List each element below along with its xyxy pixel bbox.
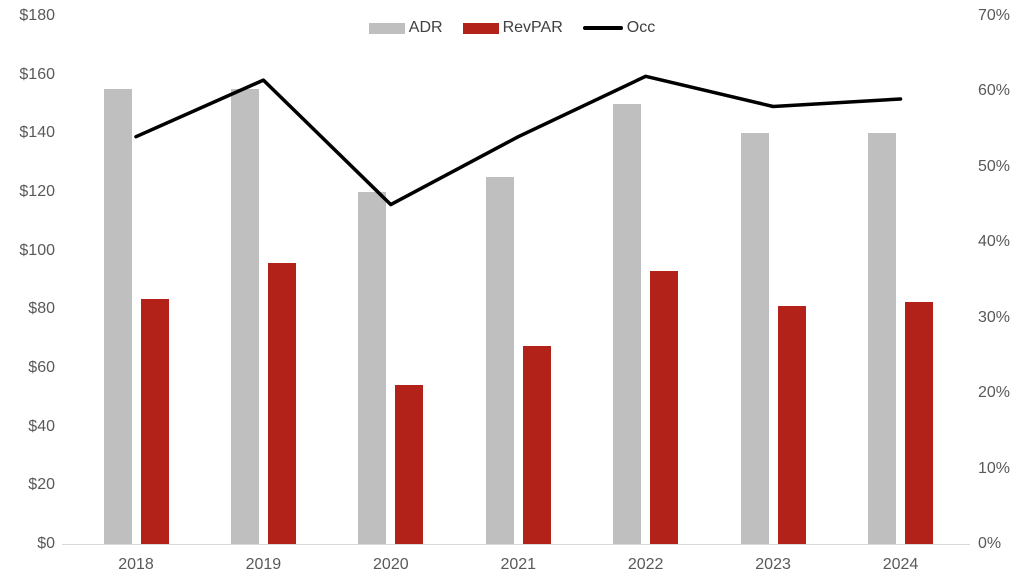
adr-bar[interactable] — [358, 191, 387, 544]
tick-label: $120 — [19, 183, 55, 200]
adr-bar-swatch-icon — [368, 22, 405, 34]
tick-label: 30% — [978, 308, 1011, 326]
category-label-2024: 2024 — [882, 556, 919, 573]
category-label-2020: 2020 — [373, 556, 409, 573]
legend-item-revpar[interactable]: RevPAR — [462, 19, 563, 36]
revpar-bar[interactable] — [140, 298, 169, 544]
legend-label-adr: ADR — [408, 19, 443, 36]
adr-bar[interactable] — [613, 103, 642, 544]
tick-label: 0% — [978, 535, 1002, 552]
category-label-2022: 2022 — [627, 556, 664, 573]
tick-label: 40% — [978, 233, 1011, 251]
adr-bar[interactable] — [740, 132, 769, 544]
tick-label: 60% — [978, 82, 1011, 100]
category-label-2018: 2018 — [118, 556, 154, 573]
legend-item-occ[interactable]: Occ — [582, 19, 656, 36]
tick-label: $80 — [28, 300, 55, 318]
category-label-2019: 2019 — [245, 556, 282, 573]
legend-label-occ: Occ — [626, 19, 656, 36]
revpar-bar[interactable] — [905, 301, 933, 544]
tick-label: 10% — [978, 459, 1011, 477]
tick-label: $140 — [19, 124, 55, 142]
tick-label: $60 — [28, 359, 55, 376]
tick-label: 50% — [978, 157, 1011, 175]
tick-label: $0 — [37, 535, 55, 552]
tick-label: $100 — [19, 241, 55, 259]
revpar-bar[interactable] — [395, 385, 424, 544]
legend-item-adr[interactable]: ADR — [368, 19, 443, 36]
adr-bar[interactable] — [230, 88, 259, 544]
chart-legend: ADR RevPAR Occ — [0, 16, 1024, 40]
occ-line-swatch-icon — [582, 26, 623, 30]
revpar-bar[interactable] — [267, 263, 296, 544]
tick-label: 70% — [978, 7, 1011, 24]
tick-label: $160 — [19, 65, 55, 83]
adr-bar[interactable] — [103, 88, 132, 544]
adr-bar[interactable] — [868, 132, 896, 544]
revpar-bar[interactable] — [777, 305, 806, 544]
tick-label: $40 — [28, 417, 55, 435]
adr-bar[interactable] — [485, 176, 514, 544]
category-label-2021: 2021 — [500, 556, 537, 573]
x-axis-line — [62, 543, 970, 545]
category-label-2023: 2023 — [755, 556, 791, 573]
tick-label: $180 — [19, 7, 55, 24]
revpar-bar[interactable] — [522, 345, 551, 544]
tick-label: $20 — [28, 476, 55, 494]
legend-label-revpar: RevPAR — [502, 19, 563, 36]
revpar-bar-swatch-icon — [462, 22, 499, 34]
revpar-bar[interactable] — [650, 270, 679, 544]
tick-label: 20% — [978, 384, 1011, 402]
